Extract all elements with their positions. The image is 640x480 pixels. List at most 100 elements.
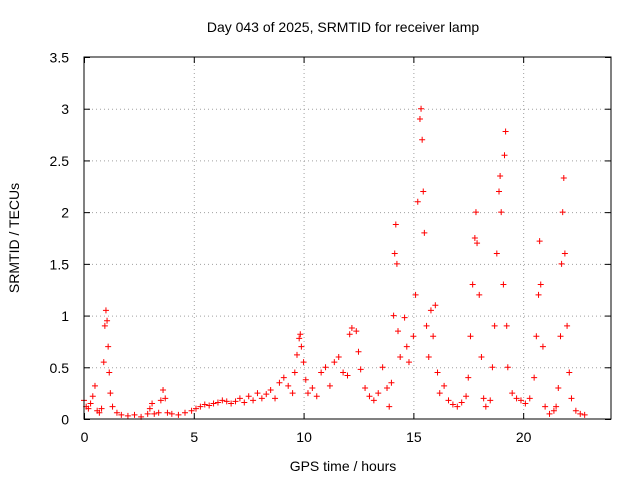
data-point xyxy=(496,188,503,195)
data-point xyxy=(254,390,261,397)
data-point xyxy=(502,128,509,135)
y-axis-label: SRMTID / TECUs xyxy=(6,183,22,293)
data-point xyxy=(296,335,303,342)
data-point xyxy=(469,281,476,288)
data-point xyxy=(555,384,562,391)
data-point xyxy=(109,403,116,410)
y-tick-label: 1 xyxy=(61,308,69,324)
data-point xyxy=(577,410,584,417)
data-point xyxy=(236,395,243,402)
data-point xyxy=(458,399,465,406)
data-point xyxy=(182,409,189,416)
data-point xyxy=(293,351,300,358)
x-tick-label: 5 xyxy=(190,429,198,445)
y-tick-label: 2 xyxy=(61,205,69,221)
data-point xyxy=(313,393,320,400)
data-point xyxy=(430,333,437,340)
data-point xyxy=(366,393,373,400)
data-point xyxy=(513,395,520,402)
data-point xyxy=(497,172,504,179)
data-point xyxy=(403,343,410,350)
data-point xyxy=(397,353,404,360)
data-point xyxy=(539,343,546,350)
data-point xyxy=(250,397,257,404)
data-point xyxy=(223,398,230,405)
data-point xyxy=(472,209,479,216)
data-point xyxy=(197,403,204,410)
data-point xyxy=(522,400,529,407)
data-point xyxy=(124,412,131,419)
data-point xyxy=(331,359,338,366)
data-point xyxy=(498,209,505,216)
data-point xyxy=(192,405,199,412)
data-point xyxy=(298,343,305,350)
data-point xyxy=(536,238,543,245)
data-point xyxy=(102,307,109,314)
data-point xyxy=(206,402,213,409)
data-point xyxy=(201,401,208,408)
data-point xyxy=(146,405,153,412)
data-point xyxy=(564,322,571,329)
data-point xyxy=(370,397,377,404)
data-point xyxy=(427,307,434,314)
data-point xyxy=(355,348,362,355)
data-point xyxy=(300,359,307,366)
data-point xyxy=(245,393,252,400)
data-point xyxy=(491,322,498,329)
y-tick-label: 0 xyxy=(61,412,69,428)
data-point xyxy=(297,331,304,338)
data-point xyxy=(101,322,108,329)
x-tick-label: 10 xyxy=(296,429,312,445)
x-tick-label: 15 xyxy=(406,429,422,445)
plot-frame xyxy=(83,56,612,420)
data-point xyxy=(357,366,364,373)
data-point xyxy=(581,411,588,418)
data-point xyxy=(384,384,391,391)
data-point xyxy=(302,376,309,383)
data-point xyxy=(164,409,171,416)
data-point xyxy=(423,322,430,329)
data-point xyxy=(517,397,524,404)
data-point xyxy=(113,409,120,416)
data-point xyxy=(326,382,333,389)
data-point xyxy=(285,382,292,389)
data-point xyxy=(258,395,265,402)
data-point xyxy=(467,333,474,340)
data-point xyxy=(96,409,103,416)
data-point xyxy=(557,333,564,340)
data-point xyxy=(157,397,164,404)
data-point xyxy=(416,116,423,123)
data-point xyxy=(155,409,162,416)
data-point xyxy=(509,390,516,397)
y-tick-label: 3.5 xyxy=(50,50,70,66)
data-point xyxy=(445,397,452,404)
data-point xyxy=(390,312,397,319)
data-point xyxy=(272,395,279,402)
data-point xyxy=(558,260,565,267)
chart-title: Day 043 of 2025, SRMTID for receiver lam… xyxy=(207,19,480,35)
data-point xyxy=(432,302,439,309)
data-point xyxy=(91,382,98,389)
data-point xyxy=(418,105,425,112)
data-point xyxy=(241,399,248,406)
tick-labels: 0 5 10 15 20 0 0.5 1 1.5 2 2.5 3 3.5 xyxy=(50,50,532,446)
data-point xyxy=(500,281,507,288)
data-point xyxy=(304,390,311,397)
y-tick-label: 2.5 xyxy=(50,153,70,169)
data-point xyxy=(533,333,540,340)
data-point xyxy=(263,391,270,398)
data-point xyxy=(386,403,393,410)
data-point xyxy=(493,250,500,257)
y-tick-label: 1.5 xyxy=(50,256,70,272)
data-point xyxy=(391,250,398,257)
data-point xyxy=(421,229,428,236)
data-point xyxy=(309,384,316,391)
data-point xyxy=(106,369,113,376)
data-point xyxy=(441,382,448,389)
data-point xyxy=(489,364,496,371)
x-tick-label: 20 xyxy=(516,429,532,445)
data-point xyxy=(267,387,274,394)
data-point xyxy=(151,410,158,417)
data-point xyxy=(414,198,421,205)
data-point xyxy=(291,369,298,376)
